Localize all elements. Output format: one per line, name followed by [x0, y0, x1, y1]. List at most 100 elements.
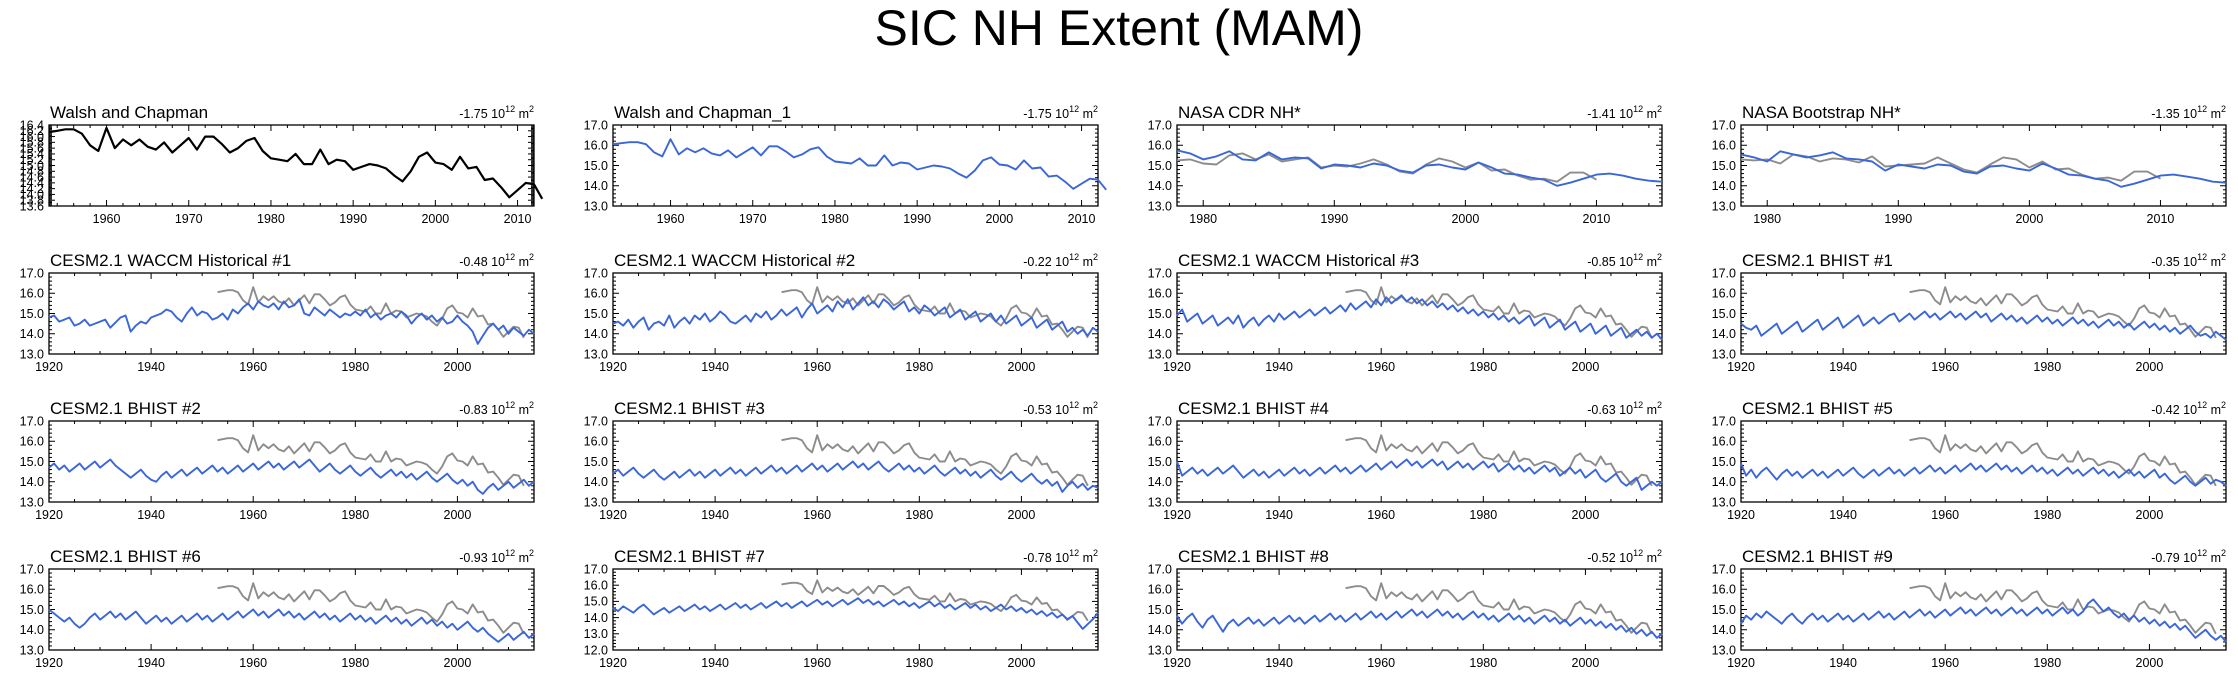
trend-unit: m	[1079, 107, 1093, 121]
y-tick-label: 12.0	[584, 643, 608, 657]
panel-title: NASA CDR NH*	[1178, 103, 1301, 122]
panel-title: Walsh and Chapman	[50, 103, 208, 122]
panel-title: CESM2.1 WACCM Historical #1	[50, 251, 291, 270]
x-tick-label: 1960	[239, 360, 267, 374]
y-tick-label: 16.0	[1712, 583, 1736, 597]
y-tick-label: 16.0	[20, 435, 44, 449]
y-tick-label: 14.0	[584, 327, 608, 341]
y-tick-label: 16.0	[20, 130, 44, 144]
x-tick-label: 2000	[2136, 656, 2164, 670]
x-tick-label: 2000	[1572, 508, 1600, 522]
y-tick-label: 14.0	[1148, 179, 1172, 193]
x-tick-label: 1970	[739, 212, 767, 226]
series-line-model	[1176, 608, 1663, 639]
trend-unit: m	[1643, 107, 1657, 121]
x-tick-label: 1960	[93, 212, 121, 226]
x-tick-label: 1980	[341, 508, 369, 522]
x-tick-label: 1990	[339, 212, 367, 226]
trend-unit: m	[2207, 403, 2221, 417]
trend-label: -0.78 1012 m2	[1023, 548, 1098, 565]
trend-value: -0.85 10	[1587, 255, 1633, 269]
x-tick-label: 1920	[599, 656, 627, 670]
y-tick-label: 16.0	[1148, 583, 1172, 597]
y-tick-label: 14.0	[584, 475, 608, 489]
y-tick-label: 17.0	[584, 118, 608, 132]
x-tick-label: 1960	[1367, 360, 1395, 374]
trend-unit: m	[2207, 255, 2221, 269]
x-tick-label: 1960	[239, 508, 267, 522]
x-tick-label: 1970	[175, 212, 203, 226]
y-tick-label: 13.0	[584, 199, 608, 213]
trend-unit-exponent: 2	[1093, 104, 1098, 114]
x-tick-label: 2000	[2136, 360, 2164, 374]
y-tick-label: 16.0	[20, 287, 44, 301]
y-tick-label: 13.0	[584, 495, 608, 509]
y-tick-label: 17.0	[1148, 266, 1172, 280]
x-tick-label: 1920	[1163, 508, 1191, 522]
y-tick-label: 13.0	[584, 347, 608, 361]
y-tick-label: 13.0	[20, 643, 44, 657]
x-tick-label: 2010	[1068, 212, 1096, 226]
x-tick-label: 1920	[1163, 360, 1191, 374]
x-tick-label: 1960	[1367, 508, 1395, 522]
x-tick-label: 1980	[2033, 656, 2061, 670]
series-line-model	[48, 608, 535, 643]
x-tick-label: 1960	[239, 656, 267, 670]
panel-title: CESM2.1 BHIST #7	[614, 547, 765, 566]
y-tick-label: 13.0	[20, 347, 44, 361]
trend-unit: m	[1079, 403, 1093, 417]
trend-exponent: 12	[505, 400, 515, 410]
x-tick-label: 1940	[1265, 656, 1293, 670]
trend-label: -1.35 1012 m2	[2151, 104, 2226, 121]
y-tick-label: 15.0	[20, 307, 44, 321]
series-line-obs	[217, 434, 525, 487]
y-tick-label: 13.0	[20, 495, 44, 509]
trend-exponent: 12	[505, 548, 515, 558]
y-tick-label: 15.0	[1148, 159, 1172, 173]
series-line-model	[1176, 294, 1663, 341]
y-tick-label: 14.0	[1712, 623, 1736, 637]
trend-value: -0.78 10	[1023, 551, 1069, 565]
x-tick-label: 1920	[1727, 656, 1755, 670]
x-tick-label: 1980	[257, 212, 285, 226]
trend-value: -0.79 10	[2151, 551, 2197, 565]
trend-value: -0.52 10	[1587, 551, 1633, 565]
x-tick-label: 1920	[1727, 508, 1755, 522]
y-tick-label: 15.0	[20, 455, 44, 469]
panel-title: CESM2.1 BHIST #9	[1742, 547, 1893, 566]
y-tick-label: 17.0	[1148, 118, 1172, 132]
y-tick-label: 14.0	[1148, 327, 1172, 341]
x-tick-label: 1940	[137, 360, 165, 374]
series-line-obs	[781, 286, 1089, 339]
x-tick-label: 2000	[1572, 656, 1600, 670]
trend-unit: m	[1643, 255, 1657, 269]
y-tick-label: 17.0	[584, 266, 608, 280]
trend-value: -0.53 10	[1023, 403, 1069, 417]
y-tick-label: 17.0	[1148, 562, 1172, 576]
y-tick-label: 17.0	[20, 562, 44, 576]
trend-exponent: 12	[1069, 104, 1079, 114]
x-tick-label: 1960	[1931, 360, 1959, 374]
x-tick-label: 2010	[2147, 212, 2175, 226]
y-tick-label: 17.0	[1712, 414, 1736, 428]
trend-label: -0.93 1012 m2	[459, 548, 534, 565]
trend-unit: m	[2207, 551, 2221, 565]
trend-label: -0.79 1012 m2	[2151, 548, 2226, 565]
trend-label: -0.85 1012 m2	[1587, 252, 1662, 269]
x-tick-label: 2000	[444, 656, 472, 670]
y-tick-label: 15.0	[20, 159, 44, 173]
trend-unit-exponent: 2	[1657, 400, 1662, 410]
series-line-model	[1740, 462, 2227, 487]
x-tick-label: 1920	[599, 508, 627, 522]
panel-title: CESM2.1 BHIST #4	[1178, 399, 1329, 418]
x-tick-label: 2000	[2136, 508, 2164, 522]
trend-unit-exponent: 2	[1093, 548, 1098, 558]
y-tick-label: 14.0	[1712, 475, 1736, 489]
x-tick-label: 2010	[504, 212, 532, 226]
y-tick-label: 13.0	[1148, 643, 1172, 657]
trend-label: -0.35 1012 m2	[2151, 252, 2226, 269]
